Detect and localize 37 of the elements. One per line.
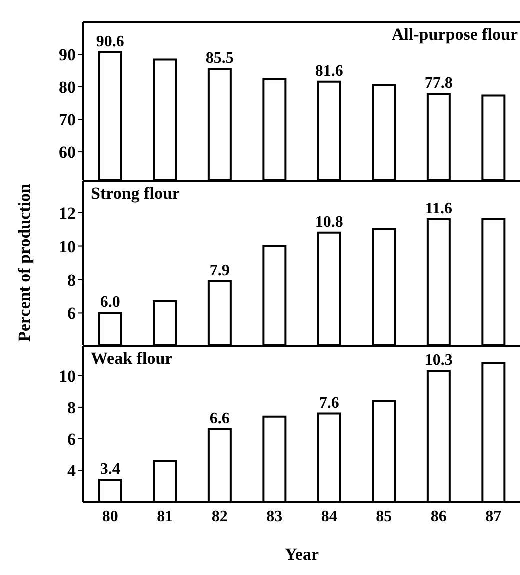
data-label: 6.6	[210, 410, 230, 428]
data-label: 6.0	[100, 294, 120, 312]
data-label: 81.6	[315, 62, 344, 80]
y-axis-title: Percent of production	[15, 183, 34, 342]
chart-title: Strong flour	[91, 184, 180, 204]
y-tick-label: 60	[59, 143, 76, 162]
data-label: 10.3	[424, 352, 453, 370]
x-axis-title: Year	[285, 545, 320, 564]
x-tick-label: 80	[102, 508, 118, 526]
x-tick-label: 83	[266, 508, 283, 526]
data-label: 10.8	[315, 214, 344, 231]
data-label: 3.4	[100, 460, 120, 478]
y-tick-label: 70	[59, 110, 76, 130]
x-tick-label: 87	[486, 508, 502, 526]
x-tick-label: 84	[321, 508, 338, 526]
data-label: 7.6	[319, 394, 340, 412]
y-tick-label: 10	[59, 366, 76, 386]
x-tick-label: 85	[376, 508, 392, 526]
x-tick-label: 86	[430, 508, 447, 526]
x-tick-label: 82	[212, 508, 228, 526]
x-tick-label: 81	[157, 508, 174, 526]
data-label: 7.9	[210, 262, 230, 280]
y-tick-label: 6	[68, 430, 76, 450]
data-label: 77.8	[424, 75, 453, 92]
data-label: 85.5	[206, 50, 234, 68]
data-label: 90.6	[96, 34, 124, 51]
y-tick-label: 6	[68, 304, 76, 324]
y-tick-label: 80	[59, 78, 76, 98]
y-tick-label: 4	[68, 462, 76, 481]
data-label: 11.6	[425, 200, 452, 218]
chart-title: Weak flour	[91, 349, 173, 369]
y-tick-label: 12	[59, 204, 76, 223]
chart-title: All-purpose flour	[392, 25, 518, 45]
y-tick-label: 8	[68, 270, 76, 290]
y-tick-label: 8	[68, 398, 76, 418]
y-tick-label: 90	[59, 46, 76, 65]
y-tick-label: 10	[59, 237, 76, 256]
